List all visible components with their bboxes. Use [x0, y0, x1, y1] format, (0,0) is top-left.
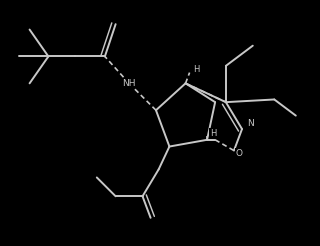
Text: NH: NH: [122, 79, 136, 88]
Text: N: N: [247, 119, 254, 128]
Text: H: H: [210, 129, 216, 138]
Text: O: O: [235, 149, 242, 158]
Text: H: H: [194, 65, 200, 74]
